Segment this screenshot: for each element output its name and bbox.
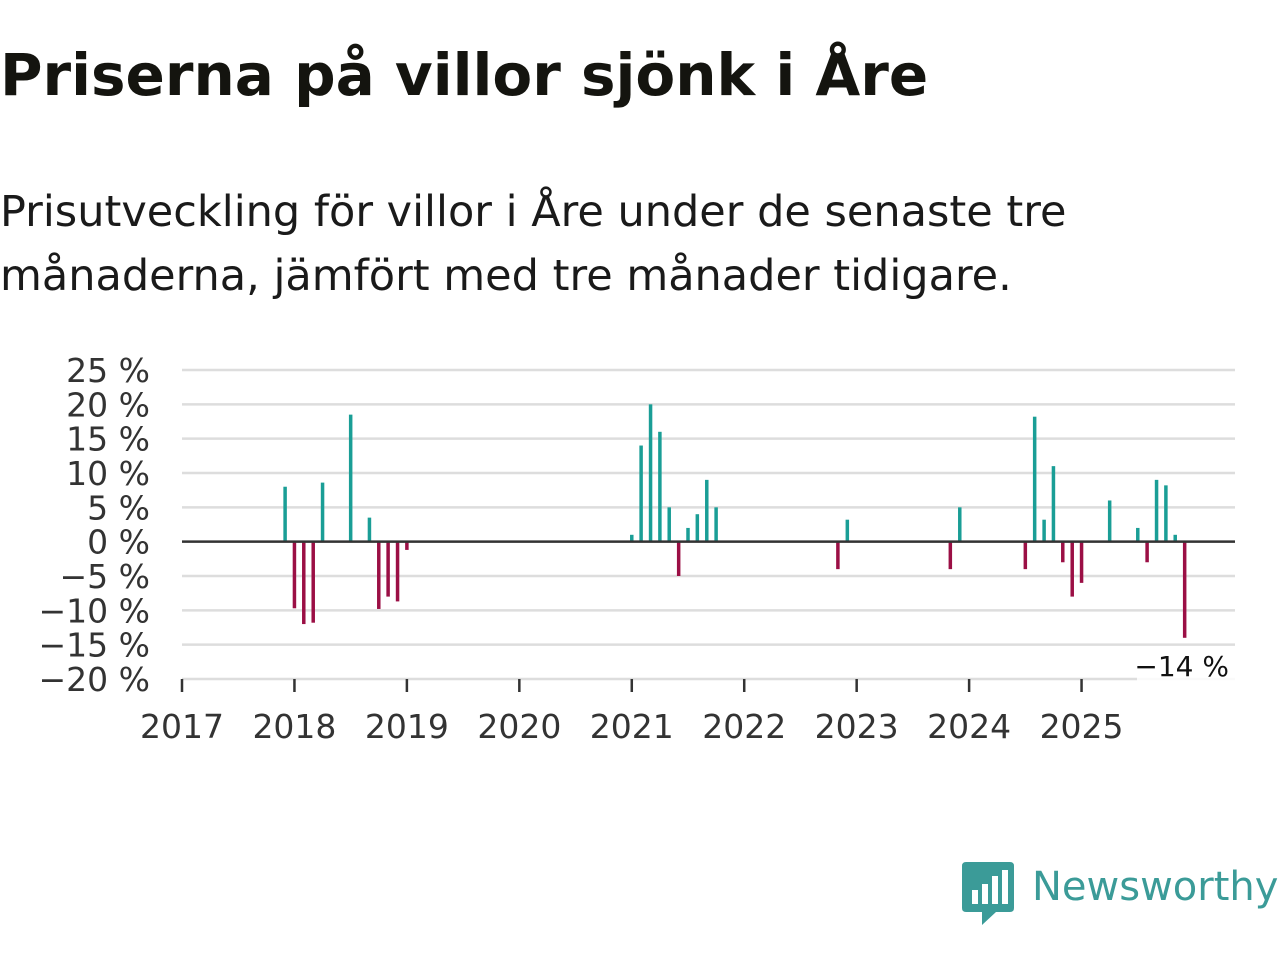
bar — [836, 541, 840, 570]
annotation-label: −14 % — [1134, 650, 1229, 683]
bar — [1061, 541, 1065, 563]
y-tick-label: 15 % — [66, 420, 150, 459]
bar — [395, 541, 400, 602]
axes — [180, 540, 1235, 692]
x-tick-label: 2019 — [365, 707, 449, 746]
y-tick-label: −20 % — [39, 660, 151, 699]
x-tick-label: 2021 — [590, 707, 674, 746]
x-tick-label: 2018 — [252, 707, 336, 746]
x-tick-label: 2024 — [927, 707, 1011, 746]
chart-subtitle: Prisutveckling för villor i Åre under de… — [0, 187, 1067, 301]
bar — [1042, 519, 1046, 542]
x-tick-label: 2017 — [140, 707, 224, 746]
bars — [283, 404, 1187, 638]
bar — [283, 486, 287, 542]
bar — [1032, 416, 1037, 542]
bar — [705, 479, 709, 542]
y-tick-label: 5 % — [87, 488, 150, 527]
y-tick-label: −15 % — [39, 626, 151, 665]
y-tick-label: 10 % — [66, 454, 150, 493]
logo-bar-4 — [1002, 870, 1008, 904]
x-tick-label: 2023 — [815, 707, 899, 746]
bar — [348, 414, 353, 542]
x-tick-label: 2020 — [477, 707, 561, 746]
y-tick-label: −5 % — [60, 557, 151, 596]
bar — [958, 507, 962, 542]
bar — [386, 541, 390, 597]
bar — [1023, 541, 1028, 570]
bar — [1145, 541, 1149, 563]
y-tick-label: 20 % — [66, 385, 150, 424]
bar — [1107, 500, 1112, 542]
x-tick-label: 2022 — [702, 707, 786, 746]
bar — [320, 482, 325, 542]
bar — [311, 541, 315, 623]
bar — [1154, 479, 1159, 542]
bar — [292, 541, 297, 609]
bar — [1136, 527, 1140, 542]
logo-bar-3 — [992, 876, 998, 904]
x-axis-labels: 2017 2018 2019 2020 2021 2022 2023 2024 2025 — [140, 707, 1124, 746]
y-tick-label: −10 % — [39, 591, 151, 630]
y-tick-label: 25 % — [66, 351, 150, 390]
bar — [648, 404, 653, 542]
bar — [1070, 541, 1074, 597]
bar — [377, 541, 381, 609]
bar — [948, 541, 953, 570]
x-tick-label: 2025 — [1040, 707, 1124, 746]
bar — [630, 534, 634, 542]
bar — [658, 431, 662, 542]
brand-name: Newsworthy — [1032, 864, 1279, 910]
bar — [367, 517, 372, 542]
logo-bar-2 — [982, 884, 988, 904]
bar — [639, 445, 643, 542]
bar — [686, 527, 690, 542]
chart-title: Priserna på villor sjönk i Åre — [0, 41, 929, 109]
bar — [1079, 541, 1084, 583]
y-tick-label: 0 % — [87, 523, 150, 562]
bar — [1051, 466, 1056, 542]
newsworthy-logo-icon — [962, 862, 1014, 925]
bar — [302, 541, 306, 625]
bar — [714, 507, 718, 542]
newsworthy-logo[interactable]: Newsworthy — [962, 862, 1278, 928]
bar — [845, 519, 850, 542]
logo-bar-1 — [972, 890, 978, 904]
y-axis-labels: 25 %20 %15 %10 %5 %0 %−5 %−10 %−15 %−20 … — [39, 351, 151, 699]
bar — [1164, 485, 1168, 542]
bar — [1182, 541, 1187, 638]
annotation-background — [1137, 647, 1235, 684]
bar — [695, 514, 700, 542]
annotations: −14 % — [1134, 647, 1235, 684]
bar — [405, 541, 409, 550]
bar — [676, 541, 681, 576]
bar — [1173, 534, 1177, 542]
bar — [667, 507, 671, 542]
